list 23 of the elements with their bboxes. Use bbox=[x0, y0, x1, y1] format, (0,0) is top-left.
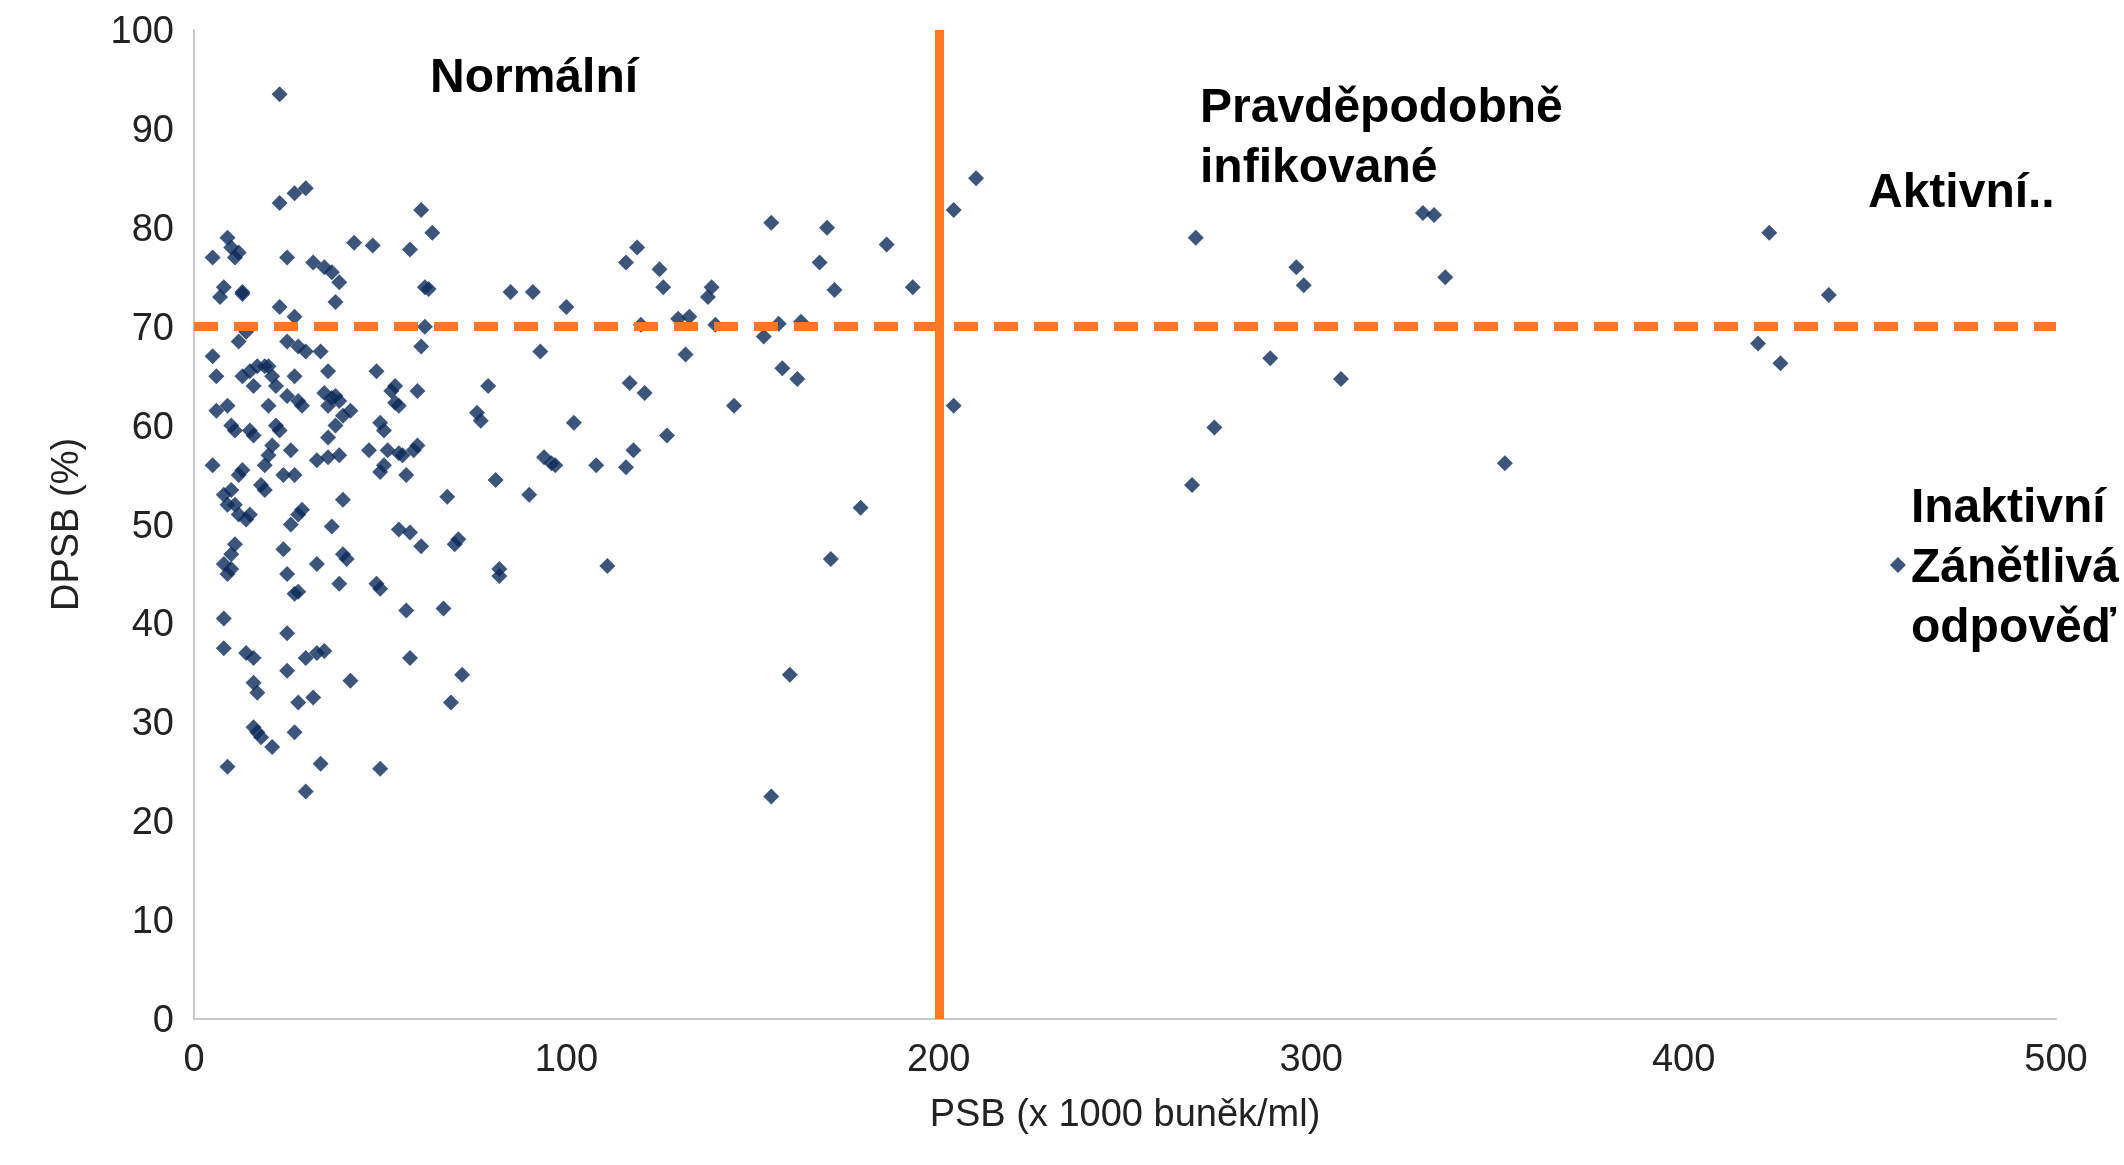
y-tick-label: 0 bbox=[152, 998, 174, 1040]
x-tick-label: 500 bbox=[2024, 1037, 2088, 1079]
x-tick-label: 100 bbox=[534, 1037, 599, 1079]
y-tick-label: 20 bbox=[131, 800, 174, 843]
y-tick-label: 50 bbox=[131, 503, 174, 546]
y-tick-label: 70 bbox=[131, 305, 174, 348]
y-tick-label: 100 bbox=[110, 9, 174, 51]
y-tick-label: 60 bbox=[131, 404, 174, 447]
y-tick-label: 30 bbox=[131, 701, 174, 744]
annotation: Aktivní.. bbox=[1868, 163, 2055, 217]
x-tick-label: 200 bbox=[907, 1037, 971, 1079]
y-tick-label: 40 bbox=[131, 602, 174, 645]
y-tick-label: 10 bbox=[131, 899, 174, 942]
legend-label: Inaktivní Zánětlivá odpověď bbox=[1910, 478, 2120, 652]
x-tick-label: 300 bbox=[1279, 1037, 1343, 1079]
x-tick-label: 400 bbox=[1651, 1037, 1716, 1079]
y-axis-title: DPSB (%) bbox=[44, 437, 86, 612]
x-axis-title: PSB (x 1000 buněk/ml) bbox=[929, 1092, 1321, 1134]
annotation: Pravděpodobně infikované bbox=[1200, 78, 1563, 192]
x-tick-label: 0 bbox=[183, 1037, 205, 1079]
y-tick-label: 90 bbox=[131, 107, 174, 150]
annotation: Normální bbox=[430, 48, 640, 102]
y-tick-label: 80 bbox=[131, 206, 174, 249]
